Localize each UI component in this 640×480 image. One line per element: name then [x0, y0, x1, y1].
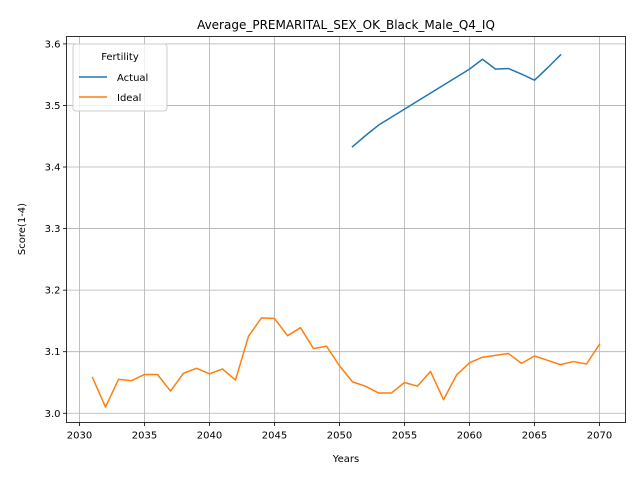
series-line-actual [351, 53, 562, 148]
y-tick-label: 3.0 [45, 409, 61, 420]
y-axis-label: Score(1-4) [17, 203, 28, 255]
y-tick-label: 3.4 [45, 163, 61, 174]
x-tick-label: 2055 [392, 431, 417, 442]
grid [66, 36, 626, 423]
x-tick-label: 2050 [327, 431, 352, 442]
x-tick-label: 2070 [587, 431, 612, 442]
series-line-ideal [91, 317, 601, 408]
legend-box [72, 43, 168, 112]
x-tick-label: 2065 [522, 431, 547, 442]
x-tick-label: 2045 [262, 431, 287, 442]
series-lines [91, 53, 601, 408]
y-tick-label: 3.3 [45, 224, 61, 235]
legend: Fertility Actual Ideal [72, 43, 168, 112]
chart-title: Average_PREMARITAL_SEX_OK_Black_Male_Q4_… [197, 18, 495, 32]
x-tick-label: 2040 [197, 431, 222, 442]
y-tick-label: 3.5 [45, 101, 61, 112]
x-tick-label: 2035 [132, 431, 157, 442]
y-tick-label: 3.1 [45, 347, 61, 358]
y-axis-ticks: 3.0 3.1 3.2 3.3 3.4 3.5 3.6 [45, 39, 67, 420]
x-axis-ticks: 2030 2035 2040 2045 2050 2055 2060 2065 2070 [67, 422, 612, 442]
x-tick-label: 2060 [457, 431, 482, 442]
y-tick-label: 3.2 [45, 286, 61, 297]
legend-label-ideal: Ideal [117, 93, 141, 104]
x-tick-label: 2030 [67, 431, 92, 442]
legend-label-actual: Actual [117, 73, 148, 84]
legend-title: Fertility [101, 52, 139, 63]
plot-frame [66, 36, 626, 423]
x-axis-label: Years [332, 454, 359, 465]
y-tick-label: 3.6 [45, 39, 61, 50]
